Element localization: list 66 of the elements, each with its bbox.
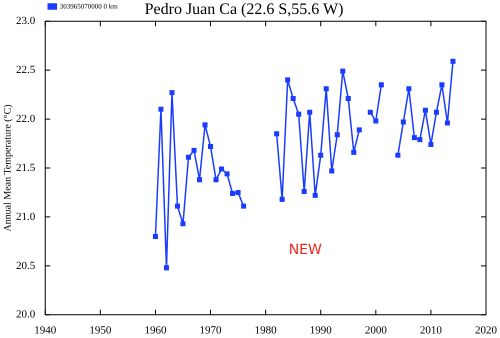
y-tick-label: 20.5 [16,260,36,272]
point [434,110,439,115]
y-tick-label: 21.0 [16,210,36,223]
point [334,132,340,138]
x-tick-label: 2000 [364,324,388,336]
point [196,177,202,182]
point [169,90,174,96]
point [164,265,169,270]
point [191,148,197,153]
x-tick-label: 1940 [34,324,57,336]
x-tick-label: 1960 [144,324,167,336]
point [368,110,373,115]
point [417,137,422,142]
point [152,234,158,240]
y-tick-label: 22.0 [16,112,36,125]
annotation: NEW [288,242,322,258]
point [378,82,384,88]
point [356,127,362,132]
point [422,108,428,113]
point [180,221,186,226]
point [174,204,180,209]
point [274,131,280,136]
point [340,68,346,74]
point [241,204,246,209]
x-tick-label: 1990 [310,324,332,336]
point [230,190,236,196]
point [186,154,192,160]
point [395,152,400,158]
x-tick-label: 2020 [475,324,498,336]
point [450,58,456,64]
x-tick-label: 2010 [420,324,442,336]
point [318,152,324,158]
point [439,82,444,88]
y-axis-title: Annual Mean Temperature (°C) [2,104,14,232]
point [351,150,356,155]
point [224,171,230,176]
x-tick-label: 1950 [89,324,112,336]
point [236,190,241,195]
y-tick-label: 22.5 [16,64,36,76]
point [406,86,412,92]
point [307,110,312,115]
point [412,135,417,140]
point [329,168,334,174]
point [296,112,302,117]
point [346,96,351,102]
chart-title: Pedro Juan Ca (22.6 S,55.6 W) [144,0,344,18]
point [202,122,208,128]
point [302,188,307,194]
point [290,96,296,102]
point [444,120,450,126]
point [280,196,285,202]
point [324,86,329,92]
x-tick-label: 1970 [200,324,222,336]
x-tick-label: 1980 [254,324,278,336]
point [208,144,214,149]
point [428,142,434,148]
point [400,119,406,125]
y-tick-label: 23.0 [16,15,36,28]
y-tick-label: 20.0 [16,308,36,321]
point [158,106,164,112]
point [214,177,219,182]
point [373,118,378,124]
y-tick-label: 21.5 [16,162,36,174]
point [285,77,290,82]
point [312,192,318,198]
point [219,166,224,172]
